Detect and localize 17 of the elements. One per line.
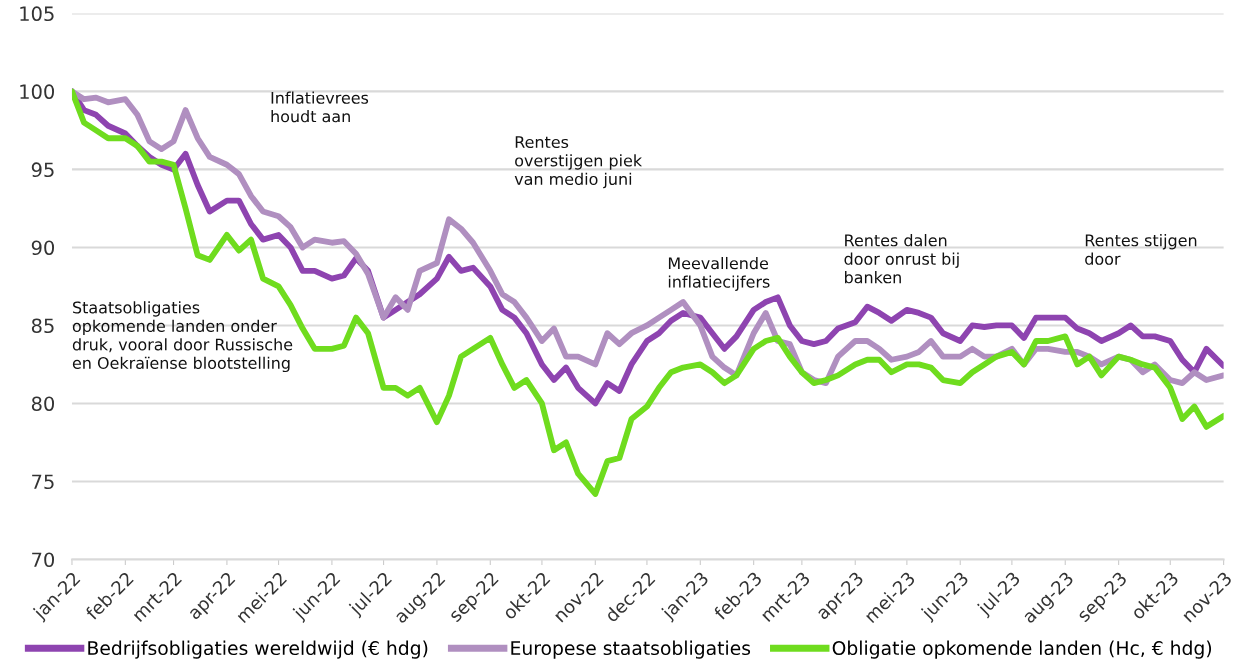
y-tick-label: 85 (31, 318, 54, 334)
annotation: Rentes stijgen door (1085, 234, 1197, 265)
annotation: Inflatievrees houdt aan (271, 91, 369, 123)
legend-label: Europese staatsobligaties (511, 640, 751, 659)
y-tick-label: 95 (31, 162, 54, 178)
legend-label: Bedrijfsobligaties wereldwijd (€ hdg) (88, 640, 428, 659)
annotation: Meevallende inflatiecijfers (668, 256, 770, 291)
y-tick-label: 100 (20, 84, 55, 100)
annotation: Rentes overstijgen piek van medio juni (514, 136, 643, 189)
annotation: Staatsobligaties opkomende landen onder druk, vooral door Russische en Oekraïense blootstelling (72, 301, 293, 373)
y-tick-label: 90 (31, 240, 55, 256)
y-tick-label: 70 (32, 552, 55, 568)
y-tick-label: 75 (32, 474, 54, 490)
y-tick-label: 80 (31, 396, 55, 412)
legend-label: Obligatie opkomende landen (Hc, € hdg) (832, 640, 1212, 659)
y-tick-label: 105 (20, 6, 54, 22)
annotation: Rentes dalen door onrust bij banken (844, 234, 959, 284)
